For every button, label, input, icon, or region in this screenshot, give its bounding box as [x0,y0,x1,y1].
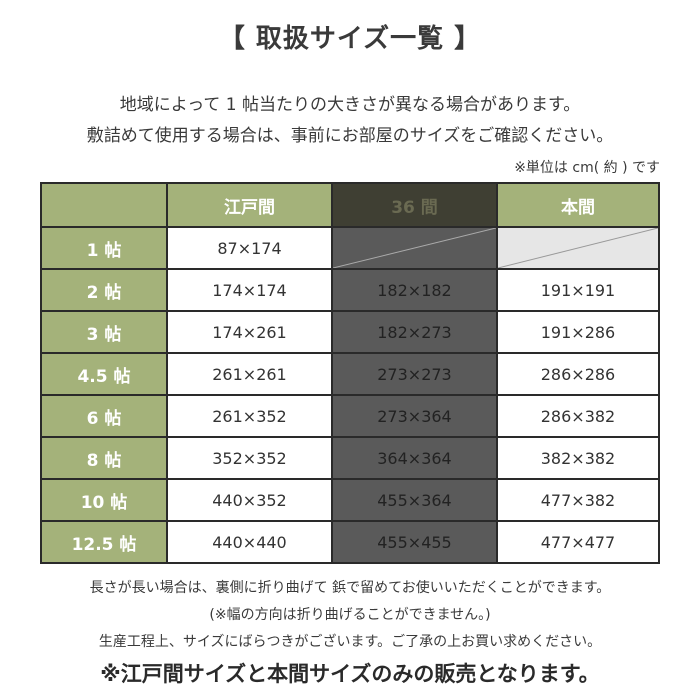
cell-sanroku-empty [333,228,496,268]
header-edoma: 江戸間 [168,184,331,226]
cell-edoma: 87×174 [168,228,331,268]
cell-edoma: 261×352 [168,396,331,436]
empty-cell-diagonal [333,228,496,268]
header-honma: 本間 [498,184,658,226]
note-width: (※幅の方向は折り曲げることができません。) [209,607,491,623]
empty-cell-diagonal [498,228,658,268]
header-corner [42,184,166,226]
cell-sanroku: 273×273 [333,354,496,394]
row-label: 2 帖 [42,270,166,310]
cell-edoma: 174×174 [168,270,331,310]
cell-sanroku: 364×364 [333,438,496,478]
cell-sanroku: 455×455 [333,522,496,562]
cell-sanroku: 182×182 [333,270,496,310]
final-note: ※江戸間サイズと本間サイズのみの販売となります。 [100,662,600,686]
row-label: 4.5 帖 [42,354,166,394]
cell-edoma: 440×440 [168,522,331,562]
intro-line-1: 地域によって 1 帖当たりの大きさが異なる場合があります。 [119,95,581,115]
header-sanroku: 36 間 [333,184,496,226]
page-title: 【 取扱サイズ一覧 】 [218,24,482,54]
cell-edoma: 352×352 [168,438,331,478]
row-label: 8 帖 [42,438,166,478]
cell-honma: 286×382 [498,396,658,436]
cell-edoma: 440×352 [168,480,331,520]
unit-note: ※単位は cm( 約 ) です [514,160,660,176]
cell-honma: 191×191 [498,270,658,310]
note-variation: 生産工程上、サイズにばらつきがございます。ご了承の上お買い求めください。 [98,634,602,650]
cell-honma: 477×382 [498,480,658,520]
row-label: 12.5 帖 [42,522,166,562]
cell-honma: 286×286 [498,354,658,394]
note-folding: 長さが長い場合は、裏側に折り曲げて 鋲で留めてお使いいただくことができます。 [89,580,611,596]
row-label: 1 帖 [42,228,166,268]
row-label: 3 帖 [42,312,166,352]
cell-edoma: 261×261 [168,354,331,394]
cell-sanroku: 455×364 [333,480,496,520]
cell-honma: 191×286 [498,312,658,352]
cell-edoma: 174×261 [168,312,331,352]
intro-line-2: 敷詰めて使用する場合は、事前にお部屋のサイズをご確認ください。 [86,126,614,146]
cell-honma-empty [498,228,658,268]
size-table: 江戸間 36 間 本間 1 帖 87×174 2 帖 174×174 182×182 19… [40,182,660,564]
cell-sanroku: 182×273 [333,312,496,352]
cell-honma: 477×477 [498,522,658,562]
diagonal-line [498,228,658,268]
row-label: 6 帖 [42,396,166,436]
row-label: 10 帖 [42,480,166,520]
cell-sanroku: 273×364 [333,396,496,436]
size-table-grid: 江戸間 36 間 本間 1 帖 87×174 2 帖 174×174 182×182 19… [42,184,658,562]
cell-honma: 382×382 [498,438,658,478]
diagonal-line [333,228,496,268]
